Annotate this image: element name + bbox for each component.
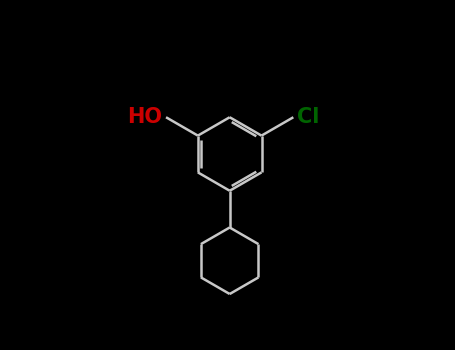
Text: HO: HO [127, 107, 162, 127]
Text: Cl: Cl [297, 107, 319, 127]
